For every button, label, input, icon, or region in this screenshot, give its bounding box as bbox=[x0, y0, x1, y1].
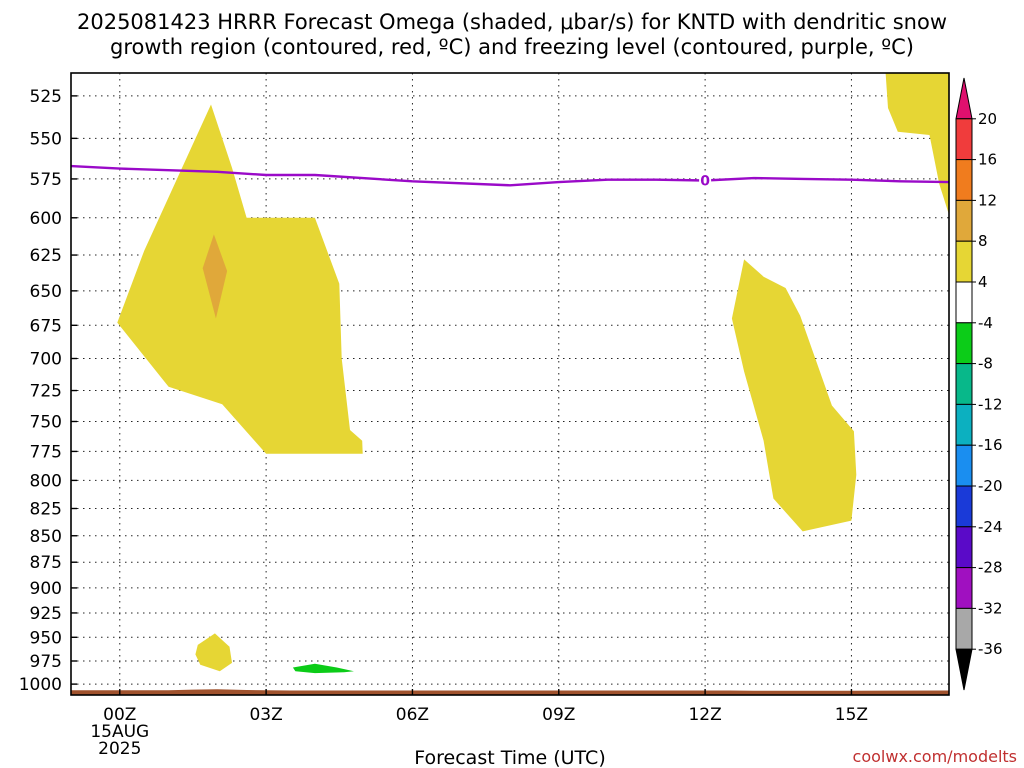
y-tick-label: 775 bbox=[30, 442, 62, 462]
y-tick-label: 650 bbox=[30, 282, 62, 302]
terrain-surface bbox=[71, 689, 949, 695]
colorbar: 20 16 12 8 4 -4 -8 -12 -16 -20 -24 -28 -32 -36 bbox=[955, 77, 1003, 691]
chart-title-line-1: 2025081423 HRRR Forecast Omega (shaded, … bbox=[77, 10, 947, 34]
y-tick-label: 1000 bbox=[19, 675, 62, 695]
x-tick-label: 09Z bbox=[542, 705, 575, 725]
y-axis: 525 550 575 600 625 650 675 700 725 750 775 800 825 8… bbox=[19, 87, 77, 695]
credit-text[interactable]: coolwx.com/modelts bbox=[853, 747, 1017, 766]
plot-area: 0 bbox=[70, 72, 950, 696]
omega-shading bbox=[117, 73, 949, 674]
y-tick-label: 600 bbox=[30, 209, 62, 229]
y-tick-label: 675 bbox=[30, 316, 62, 336]
upward-motion-area-2 bbox=[731, 259, 857, 532]
colorbar-label: 4 bbox=[978, 273, 988, 291]
y-tick-label: 900 bbox=[30, 579, 62, 599]
colorbar-bin bbox=[955, 118, 973, 161]
y-tick-label: 925 bbox=[30, 604, 62, 624]
colorbar-bin bbox=[955, 322, 973, 365]
colorbar-bin bbox=[955, 403, 973, 446]
x-tick-label: 03Z bbox=[249, 705, 282, 725]
colorbar-bin bbox=[955, 485, 973, 528]
y-tick-label: 800 bbox=[30, 471, 62, 491]
colorbar-bin bbox=[955, 199, 973, 242]
upward-motion-area-1 bbox=[117, 104, 363, 454]
freezing-level-line bbox=[70, 164, 950, 187]
y-tick-label: 975 bbox=[30, 652, 62, 672]
x-tick-label: 15Z bbox=[835, 705, 868, 725]
y-tick-label: 550 bbox=[30, 129, 62, 149]
upward-motion-area-4 bbox=[195, 633, 232, 672]
colorbar-arrow-bottom bbox=[955, 648, 973, 691]
colorbar-label: 12 bbox=[978, 191, 997, 209]
y-tick-label: 525 bbox=[30, 87, 62, 107]
colorbar-label: -28 bbox=[978, 559, 1003, 577]
colorbar-label: -16 bbox=[978, 436, 1003, 454]
y-tick-label: 575 bbox=[30, 170, 62, 190]
plot-frame bbox=[70, 72, 950, 696]
y-tick-label: 750 bbox=[30, 412, 62, 432]
colorbar-label: -12 bbox=[978, 395, 1003, 413]
x-tick-label: 06Z bbox=[396, 705, 429, 725]
colorbar-label: -32 bbox=[978, 599, 1003, 617]
chart-title-line-2: growth region (contoured, red, ºC) and f… bbox=[110, 35, 914, 59]
y-tick-label: 950 bbox=[30, 628, 62, 648]
colorbar-bin bbox=[955, 281, 973, 324]
colorbar-bin bbox=[955, 567, 973, 609]
colorbar-label: -24 bbox=[978, 518, 1003, 536]
downward-motion-area-1 bbox=[292, 663, 354, 674]
y-tick-label: 625 bbox=[30, 246, 62, 266]
x-tick-label: 15AUG bbox=[90, 722, 149, 742]
y-tick-label: 825 bbox=[30, 499, 62, 519]
y-tick-label: 700 bbox=[30, 350, 62, 370]
colorbar-bin bbox=[955, 240, 973, 283]
y-tick-label: 850 bbox=[30, 527, 62, 547]
colorbar-label: 20 bbox=[978, 110, 997, 128]
colorbar-bin bbox=[955, 159, 973, 201]
freezing-level-label-bg bbox=[699, 171, 712, 189]
colorbar-label: 8 bbox=[978, 232, 988, 250]
surface-terrain bbox=[71, 689, 949, 695]
x-tick-label: 12Z bbox=[688, 705, 721, 725]
y-tick-label: 725 bbox=[30, 382, 62, 402]
x-axis-label: Forecast Time (UTC) bbox=[414, 747, 605, 768]
x-tick-label: 2025 bbox=[98, 739, 141, 759]
colorbar-bin bbox=[955, 607, 973, 650]
freezing-level-label: 0 bbox=[700, 174, 710, 190]
colorbar-bin bbox=[955, 363, 973, 405]
colorbar-label: -8 bbox=[978, 355, 993, 373]
y-tick-label: 875 bbox=[30, 553, 62, 573]
colorbar-label: -20 bbox=[978, 477, 1003, 495]
x-tick-label: 00Z bbox=[103, 705, 136, 725]
colorbar-label: -36 bbox=[978, 640, 1003, 658]
colorbar-arrow-top bbox=[955, 77, 973, 120]
upward-motion-core-1 bbox=[202, 234, 228, 319]
freezing-level-contour: 0 bbox=[70, 164, 950, 190]
colorbar-label: -4 bbox=[978, 314, 993, 332]
colorbar-bin bbox=[955, 444, 973, 487]
upward-motion-area-3 bbox=[885, 73, 949, 215]
colorbar-label: 16 bbox=[978, 151, 997, 169]
grid-lines bbox=[71, 73, 949, 695]
colorbar-bin bbox=[955, 526, 973, 569]
